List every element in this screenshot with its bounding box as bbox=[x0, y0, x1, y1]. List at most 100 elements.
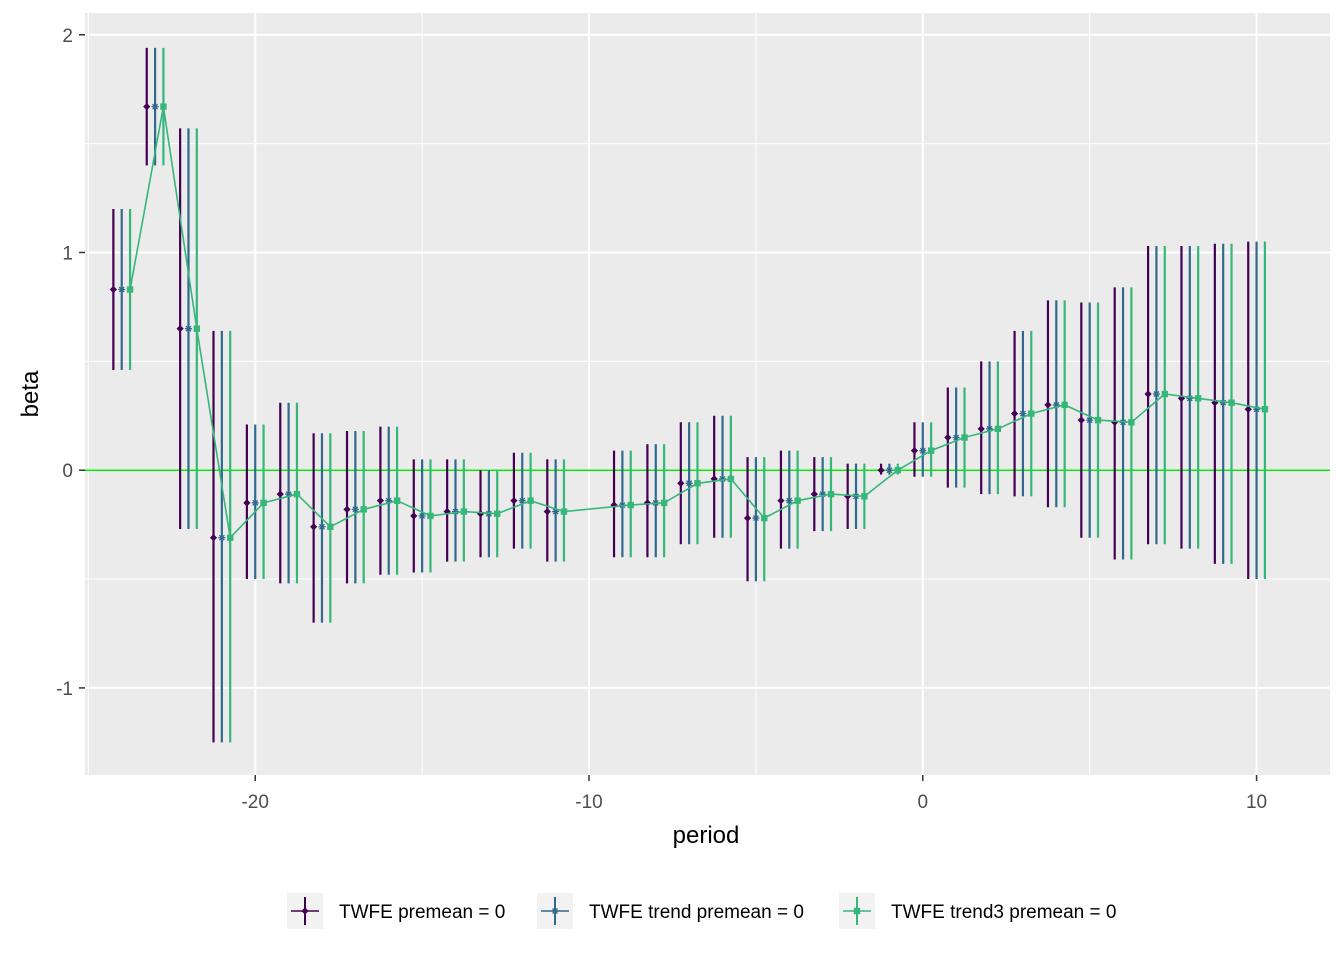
point-marker bbox=[193, 325, 201, 332]
point-marker bbox=[727, 475, 735, 483]
point-marker bbox=[885, 466, 893, 474]
star-stroke bbox=[1019, 410, 1026, 417]
point-marker bbox=[226, 534, 234, 541]
x-tick-label: 10 bbox=[1246, 792, 1267, 813]
point-marker bbox=[543, 507, 551, 516]
x-axis-title: period bbox=[673, 822, 740, 849]
series-2 bbox=[118, 47, 1261, 743]
star-stroke bbox=[385, 497, 392, 504]
point-marker bbox=[494, 510, 501, 517]
point-marker bbox=[910, 447, 919, 455]
point-marker bbox=[218, 534, 226, 542]
point-marker bbox=[151, 103, 159, 111]
series-1 bbox=[109, 47, 1252, 743]
legend-label: TWFE premean = 0 bbox=[339, 902, 505, 923]
y-axis-title: beta bbox=[17, 370, 44, 417]
point-marker bbox=[518, 497, 526, 505]
point-marker bbox=[685, 479, 693, 487]
legend-key-marker bbox=[551, 907, 559, 915]
point-marker bbox=[360, 506, 367, 513]
legend-item-2: TWFE trend premean = 0 bbox=[537, 893, 804, 929]
point-marker bbox=[1244, 405, 1252, 413]
point-marker bbox=[393, 497, 401, 504]
point-marker bbox=[794, 497, 801, 504]
point-marker bbox=[160, 103, 167, 110]
point-marker bbox=[694, 480, 701, 487]
star-stroke bbox=[1186, 395, 1193, 402]
x-tick-label: -10 bbox=[575, 792, 602, 813]
star-stroke bbox=[986, 425, 993, 432]
point-marker bbox=[427, 512, 434, 520]
point-marker bbox=[376, 497, 384, 505]
point-marker bbox=[919, 447, 927, 455]
star-stroke bbox=[285, 491, 292, 498]
point-marker bbox=[844, 492, 852, 500]
point-marker bbox=[560, 508, 568, 515]
star-stroke bbox=[786, 497, 793, 504]
star-stroke bbox=[919, 447, 926, 454]
y-tick-label: 2 bbox=[62, 26, 73, 47]
star-stroke bbox=[218, 534, 225, 541]
point-marker bbox=[310, 523, 318, 531]
point-marker bbox=[810, 490, 818, 498]
point-marker bbox=[1144, 390, 1152, 398]
point-marker bbox=[460, 508, 468, 515]
star-stroke bbox=[319, 523, 325, 530]
point-marker bbox=[827, 490, 835, 498]
point-marker bbox=[894, 467, 901, 474]
point-marker bbox=[977, 425, 985, 433]
point-marker bbox=[1086, 416, 1094, 424]
point-marker bbox=[510, 497, 518, 505]
point-marker bbox=[293, 490, 301, 498]
point-marker bbox=[527, 497, 534, 504]
star-stroke bbox=[953, 434, 960, 441]
y-tick-label: 0 bbox=[62, 461, 73, 482]
series-line bbox=[129, 106, 1266, 540]
point-marker bbox=[1152, 390, 1160, 398]
legend-key-marker bbox=[301, 907, 309, 915]
point-marker bbox=[318, 523, 326, 531]
star-stroke bbox=[519, 497, 526, 504]
plot-panel bbox=[85, 13, 1330, 775]
point-marker bbox=[1261, 406, 1269, 413]
point-marker bbox=[961, 434, 968, 441]
y-axis: -1 0 1 2 bbox=[56, 26, 85, 700]
point-marker bbox=[1161, 390, 1168, 398]
point-marker bbox=[276, 490, 284, 498]
point-marker bbox=[343, 505, 351, 513]
point-marker bbox=[327, 523, 334, 531]
y-tick-label: 1 bbox=[62, 243, 73, 264]
point-marker bbox=[1094, 416, 1102, 424]
point-marker bbox=[209, 534, 218, 542]
point-marker bbox=[1061, 401, 1068, 409]
point-marker bbox=[260, 499, 267, 507]
point-marker bbox=[610, 501, 618, 509]
point-marker bbox=[861, 493, 868, 500]
point-marker bbox=[752, 514, 760, 522]
point-marker bbox=[476, 510, 485, 518]
point-marker bbox=[1010, 409, 1019, 418]
x-tick-label: 0 bbox=[917, 792, 928, 813]
star-stroke bbox=[1086, 417, 1093, 424]
point-marker bbox=[143, 103, 151, 111]
series-layer bbox=[109, 47, 1269, 743]
star-stroke bbox=[1053, 401, 1060, 408]
point-marker bbox=[126, 286, 134, 293]
point-marker bbox=[660, 499, 668, 507]
point-marker bbox=[1228, 399, 1235, 406]
point-marker bbox=[1044, 401, 1052, 409]
star-stroke bbox=[1153, 391, 1160, 397]
point-marker bbox=[243, 499, 251, 507]
point-marker bbox=[109, 285, 117, 294]
star-stroke bbox=[152, 103, 159, 110]
point-marker bbox=[443, 507, 451, 516]
point-marker bbox=[643, 499, 652, 507]
star-stroke bbox=[552, 908, 558, 914]
point-marker bbox=[1077, 416, 1085, 424]
point-marker bbox=[994, 425, 1002, 433]
point-marker bbox=[1028, 410, 1035, 417]
star-stroke bbox=[118, 286, 125, 293]
point-marker bbox=[176, 325, 184, 333]
star-stroke bbox=[886, 467, 893, 474]
